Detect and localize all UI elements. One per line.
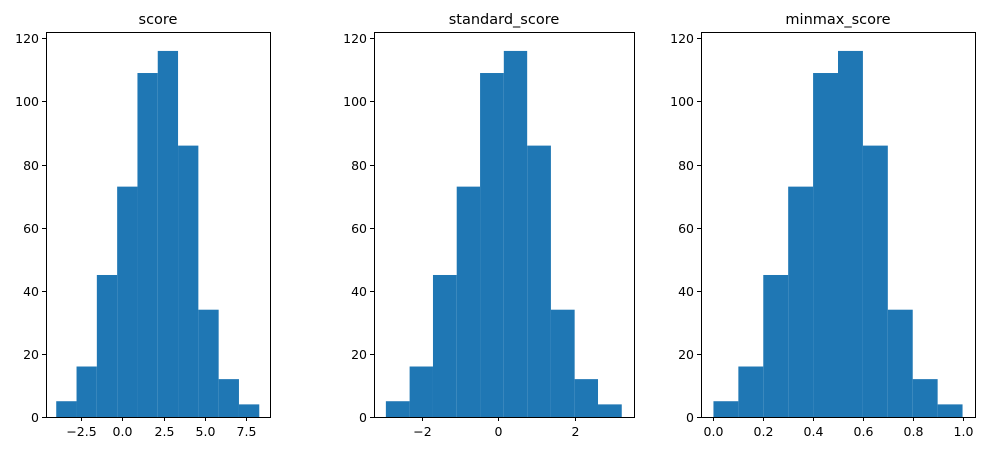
histogram-bar xyxy=(56,401,77,417)
histogram-bar xyxy=(96,274,118,417)
histogram-bar xyxy=(788,186,814,417)
histogram-bar xyxy=(838,50,863,418)
histogram-bar xyxy=(527,145,551,418)
histogram-bar xyxy=(432,274,457,417)
chart-title: minmax_score xyxy=(785,12,890,28)
y-tick-label: 80 xyxy=(351,158,367,173)
histogram-bar xyxy=(178,145,199,418)
chart-title: standard_score xyxy=(449,12,560,28)
axes-frame xyxy=(374,32,635,418)
axes-frame xyxy=(46,32,271,418)
histogram-bar xyxy=(887,309,913,417)
y-tick-label: 40 xyxy=(23,284,39,299)
histogram-bar xyxy=(198,309,219,417)
x-tick-label: 2 xyxy=(572,424,580,439)
histogram-bar xyxy=(937,404,963,417)
histogram-bar xyxy=(76,366,97,417)
y-tick-label: 80 xyxy=(678,158,694,173)
axes-frame xyxy=(701,32,976,418)
x-tick-label: 0.4 xyxy=(804,424,824,439)
x-tick-label: 2.5 xyxy=(155,424,175,439)
y-tick-label: 100 xyxy=(343,94,367,109)
histogram-bar xyxy=(912,379,938,417)
histogram-bar xyxy=(813,73,838,418)
x-tick-label: 0 xyxy=(495,424,503,439)
y-tick-label: 0 xyxy=(359,410,367,425)
x-tick-label: −2 xyxy=(413,424,431,439)
y-tick-label: 120 xyxy=(670,31,694,46)
y-tick-label: 0 xyxy=(31,410,39,425)
histogram-bar xyxy=(409,366,433,417)
x-tick-label: 0.8 xyxy=(904,424,924,439)
x-tick-label: 0.0 xyxy=(113,424,133,439)
histogram-bar xyxy=(713,401,739,417)
chart-panel-2: 0 20 40 60 80 100 120 −2 0 2 standard_score xyxy=(343,12,635,439)
histogram-bar xyxy=(598,404,622,417)
y-tick-label: 60 xyxy=(351,221,367,236)
histogram-bar xyxy=(503,50,528,418)
x-tick-label: 7.5 xyxy=(237,424,257,439)
histogram-bar xyxy=(574,379,599,417)
y-tick-label: 20 xyxy=(678,347,694,362)
y-tick-label: 20 xyxy=(351,347,367,362)
histogram-bar xyxy=(480,73,504,418)
y-tick-label: 120 xyxy=(15,31,39,46)
histogram-bar xyxy=(456,186,481,417)
histogram-bar xyxy=(117,186,138,417)
y-tick-label: 40 xyxy=(351,284,367,299)
histogram-bar xyxy=(385,401,410,417)
y-tick-label: 100 xyxy=(670,94,694,109)
histogram-bar xyxy=(550,309,575,417)
y-tick-label: 20 xyxy=(23,347,39,362)
chart-panel-1: 0 20 40 60 80 100 120 −2.5 0.0 2.5 5.0 7.5 score xyxy=(15,12,271,439)
x-tick-label: 5.0 xyxy=(196,424,216,439)
x-tick-label: 1.0 xyxy=(954,424,974,439)
histogram-bar xyxy=(738,366,764,417)
histogram-bar xyxy=(763,274,789,417)
x-tick-label: 0.6 xyxy=(854,424,874,439)
histogram-bar xyxy=(218,379,239,417)
y-tick-label: 120 xyxy=(343,31,367,46)
y-tick-label: 40 xyxy=(678,284,694,299)
y-tick-label: 60 xyxy=(23,221,39,236)
y-tick-label: 0 xyxy=(686,410,694,425)
x-tick-label: 0.2 xyxy=(754,424,774,439)
y-tick-label: 80 xyxy=(23,158,39,173)
y-tick-label: 100 xyxy=(15,94,39,109)
histogram-bar xyxy=(238,404,260,417)
x-tick-label: 0.0 xyxy=(704,424,724,439)
histogram-bar xyxy=(157,50,179,418)
y-tick-label: 60 xyxy=(678,221,694,236)
histogram-bar xyxy=(862,145,888,418)
x-tick-label: −2.5 xyxy=(66,424,96,439)
chart-title: score xyxy=(139,12,178,28)
chart-panel-3: 0 20 40 60 80 100 120 0.0 0.2 0.4 0.6 0.8 1.0 minmax_… xyxy=(670,12,976,439)
histogram-bar xyxy=(137,73,158,418)
